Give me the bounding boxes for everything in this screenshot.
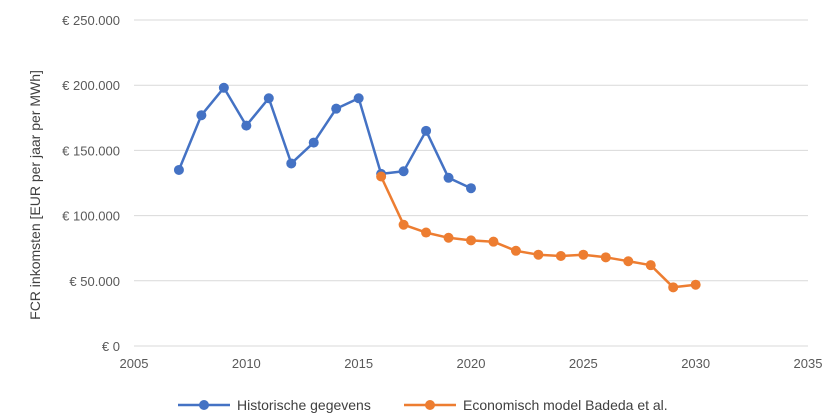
data-point bbox=[398, 166, 409, 177]
series-2 bbox=[376, 171, 701, 293]
y-axis-ticks: € 0 € 50.000 € 100.000 € 150.000 € 200.000 € … bbox=[62, 13, 120, 354]
legend-label: Historische gegevens bbox=[237, 397, 371, 413]
data-point bbox=[421, 227, 432, 238]
data-point bbox=[196, 110, 207, 121]
data-point bbox=[443, 172, 454, 183]
data-point bbox=[488, 236, 499, 247]
data-point bbox=[241, 120, 252, 131]
data-point bbox=[466, 183, 476, 194]
data-point bbox=[690, 279, 701, 290]
x-tick-label: 2030 bbox=[681, 356, 710, 371]
series-group bbox=[173, 82, 701, 293]
data-point bbox=[623, 256, 634, 267]
data-point bbox=[218, 82, 229, 93]
y-tick-label: € 150.000 bbox=[62, 143, 120, 158]
y-tick-label: € 200.000 bbox=[62, 78, 120, 93]
y-axis-label: FCR inkomsten [EUR per jaar per MWh] bbox=[27, 70, 43, 320]
data-point bbox=[645, 260, 656, 271]
data-point bbox=[443, 232, 454, 243]
data-point bbox=[173, 164, 184, 175]
data-point bbox=[376, 171, 387, 182]
data-point bbox=[398, 219, 409, 230]
data-point bbox=[600, 252, 611, 263]
legend-swatch-marker bbox=[425, 400, 435, 410]
x-tick-label: 2015 bbox=[344, 356, 373, 371]
data-point bbox=[578, 249, 589, 260]
data-point bbox=[331, 103, 342, 114]
data-point bbox=[555, 251, 566, 262]
gridlines bbox=[134, 19, 808, 347]
legend: Historische gegevens Economisch model Bad… bbox=[178, 397, 668, 413]
legend-label: Economisch model Badeda et al. bbox=[463, 397, 668, 413]
data-point bbox=[466, 235, 476, 246]
data-point bbox=[353, 93, 364, 104]
y-tick-label: € 100.000 bbox=[62, 209, 120, 224]
y-tick-label: € 250.000 bbox=[62, 13, 120, 28]
data-point bbox=[668, 282, 679, 293]
legend-item-1: Historische gegevens bbox=[178, 397, 371, 413]
x-tick-label: 2035 bbox=[794, 356, 823, 371]
x-tick-label: 2010 bbox=[232, 356, 261, 371]
y-tick-label: € 0 bbox=[102, 339, 120, 354]
x-tick-label: 2005 bbox=[120, 356, 149, 371]
data-point bbox=[533, 249, 544, 260]
data-point bbox=[286, 158, 297, 169]
data-point bbox=[308, 137, 319, 148]
data-point bbox=[263, 93, 274, 104]
data-point bbox=[510, 245, 521, 256]
x-axis-ticks: 2005 2010 2015 2020 2025 2030 2035 bbox=[120, 356, 823, 371]
x-tick-label: 2020 bbox=[457, 356, 486, 371]
series-1 bbox=[173, 82, 476, 194]
data-point bbox=[421, 125, 432, 136]
series-line bbox=[177, 86, 472, 190]
legend-swatch-marker bbox=[199, 400, 209, 410]
x-tick-label: 2025 bbox=[569, 356, 598, 371]
y-tick-label: € 50.000 bbox=[69, 274, 120, 289]
legend-item-2: Economisch model Badeda et al. bbox=[404, 397, 668, 413]
